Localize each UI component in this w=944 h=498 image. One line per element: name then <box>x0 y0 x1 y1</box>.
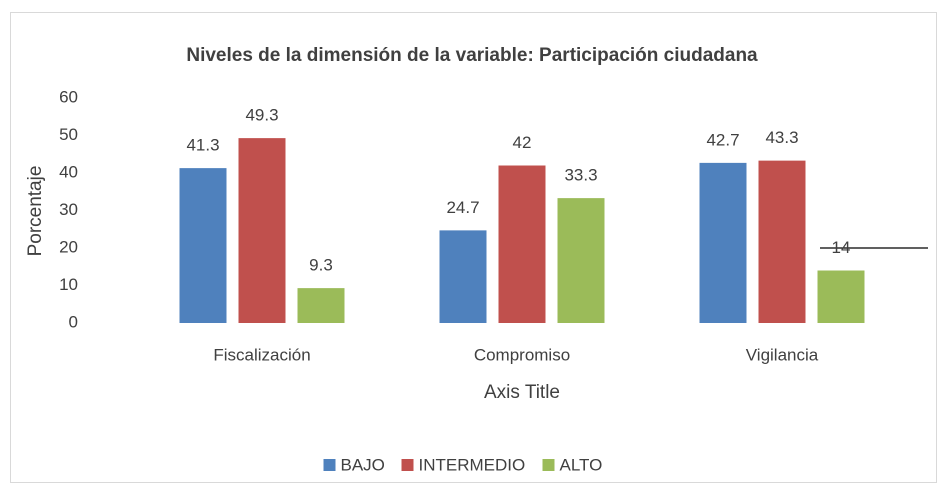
x-axis-title: Axis Title <box>484 382 560 403</box>
y-tick-label: 50 <box>59 125 78 144</box>
legend-label: BAJO <box>341 455 385 474</box>
data-label: 43.3 <box>765 128 798 147</box>
bar <box>758 160 806 323</box>
y-tick-label: 60 <box>59 87 78 106</box>
legend-label: INTERMEDIO <box>419 455 526 474</box>
y-tick-label: 30 <box>59 200 78 219</box>
x-tick-label: Fiscalización <box>213 345 310 364</box>
legend-swatch <box>401 459 414 471</box>
bar <box>817 270 865 323</box>
data-label: 9.3 <box>309 256 333 275</box>
chart-title: Niveles de la dimensión de la variable: … <box>186 45 758 66</box>
y-tick-label: 10 <box>59 275 78 294</box>
y-axis-title: Porcentaje <box>25 166 46 257</box>
data-label: 14 <box>832 238 851 257</box>
bar <box>498 165 546 323</box>
y-tick-label: 20 <box>59 237 78 256</box>
bar <box>297 288 345 323</box>
y-tick-label: 40 <box>59 162 78 181</box>
legend-swatch <box>542 459 555 471</box>
data-label: 33.3 <box>564 166 597 185</box>
bar <box>699 162 747 323</box>
data-label: 42 <box>513 133 532 152</box>
data-label: 24.7 <box>446 198 479 217</box>
data-label: 41.3 <box>186 136 219 155</box>
legend-swatch <box>323 459 336 471</box>
bar <box>557 198 605 323</box>
bar <box>179 168 227 323</box>
data-label: 49.3 <box>245 106 278 125</box>
legend-label: ALTO <box>560 455 603 474</box>
data-label: 42.7 <box>706 130 739 149</box>
bar <box>238 138 286 323</box>
x-tick-label: Vigilancia <box>746 345 819 364</box>
bar <box>439 230 487 323</box>
y-tick-label: 0 <box>69 312 78 331</box>
x-tick-label: Compromiso <box>474 345 570 364</box>
